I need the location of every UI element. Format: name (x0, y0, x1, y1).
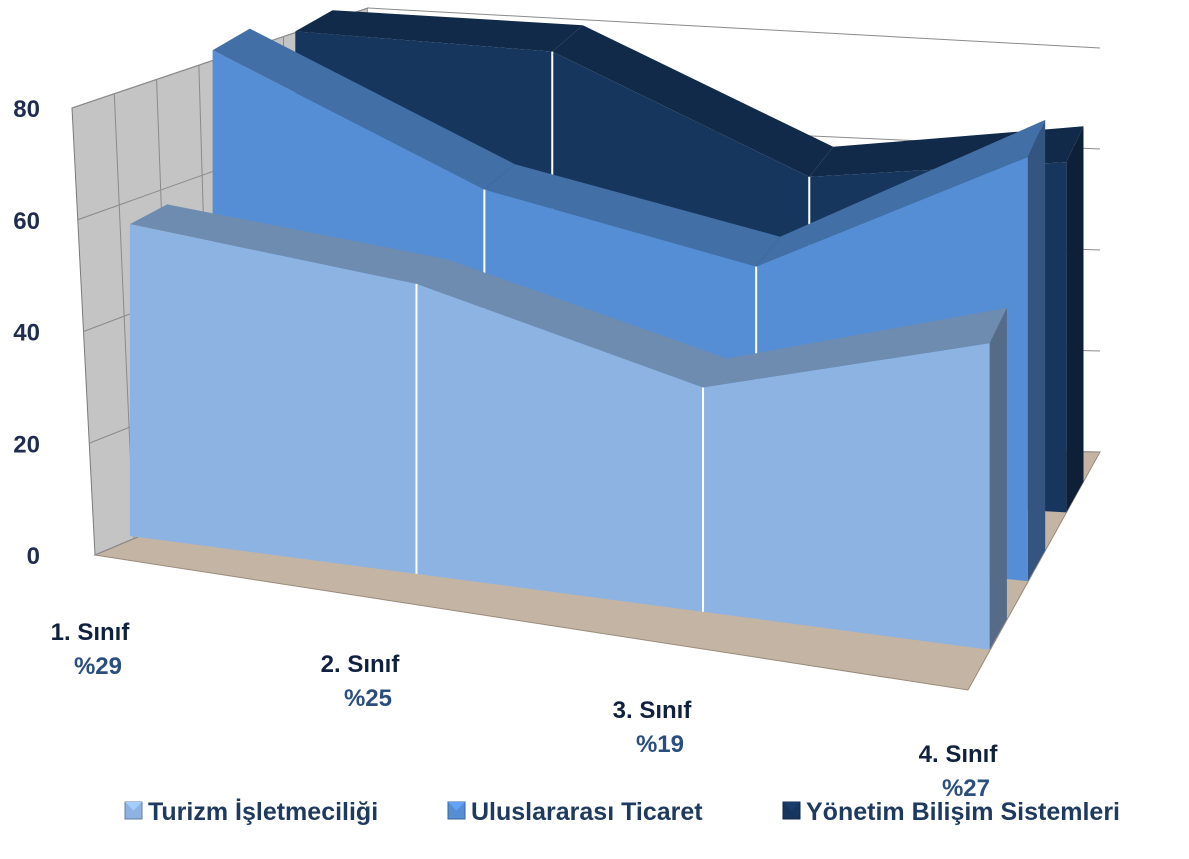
legend-label: Yönetim Bilişim Sistemleri (806, 798, 1120, 826)
series-side-turizm-isletmeciligi (989, 307, 1007, 650)
x-tick-label: 2. Sınıf (321, 651, 401, 678)
series-area-turizm-isletmeciligi (129, 224, 990, 650)
y-tick-label: 20 (13, 431, 40, 458)
series-top-turizm-isletmeciligi (416, 259, 727, 388)
y-tick-label: 80 (13, 96, 40, 123)
series-top-uluslararasi-ticaret (756, 119, 1046, 267)
chart-legend: Turizm İşletmeciliği Uluslararası Ticaret… (124, 798, 1120, 826)
legend-label: Uluslararası Ticaret (471, 798, 703, 826)
y-tick-label: 40 (13, 320, 40, 347)
series-top-yonetim-bilisim-sistemleri (552, 25, 834, 177)
x-tick-label: 4. Sınıf (919, 741, 999, 768)
y-tick-label: 60 (13, 208, 40, 235)
x-tick-label: 1. Sınıf (51, 619, 131, 646)
category-percent-label: %25 (344, 685, 392, 712)
chart-labels: 0 20 40 60 80 1. Sınıf %29 2. Sınıf %25 3. Sınıf%… (13, 96, 998, 802)
legend-label: Turizm İşletmeciliği (148, 798, 378, 826)
series-top-yonetim-bilisim-sistemleri (295, 10, 583, 52)
series-top-uluslararasi-ticaret (212, 28, 515, 190)
x-tick-label: 3. Sınıf (613, 697, 693, 724)
series-side-yonetim-bilisim-sistemleri (1066, 126, 1084, 513)
series-top-turizm-isletmeciligi (129, 204, 447, 284)
legend-swatch-highlight (125, 802, 142, 811)
category-percent-label: %27 (942, 775, 990, 802)
series-top-uluslararasi-ticaret (484, 164, 781, 267)
y-tick-label: 0 (27, 543, 40, 570)
category-percent-label: %19 (636, 731, 684, 758)
back-wall-gridline (367, 7, 1101, 49)
series-top-turizm-isletmeciligi (703, 307, 1007, 388)
category-percent-label: %29 (74, 653, 122, 680)
legend-swatch-highlight (783, 802, 800, 811)
series-side-uluslararasi-ticaret (1027, 119, 1046, 582)
chart-series (129, 10, 1084, 650)
legend-swatch-highlight (448, 802, 465, 811)
